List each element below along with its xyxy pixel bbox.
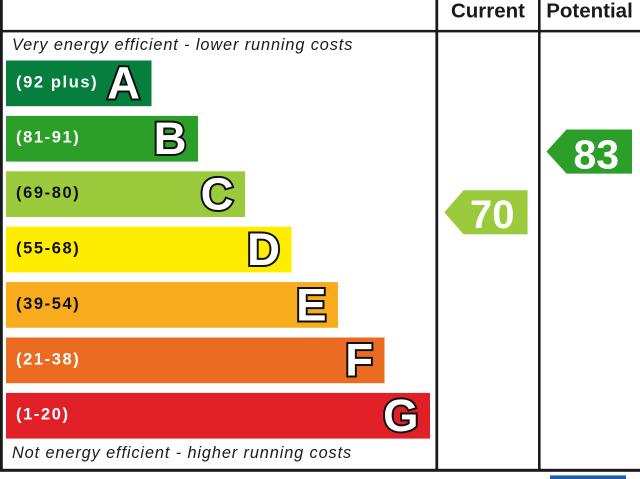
svg-text:A: A bbox=[107, 58, 140, 109]
svg-text:(39-54): (39-54) bbox=[16, 295, 80, 313]
svg-text:(21-38): (21-38) bbox=[16, 350, 80, 368]
svg-text:D: D bbox=[247, 224, 280, 275]
svg-text:(81-91): (81-91) bbox=[16, 129, 80, 147]
svg-text:Current: Current bbox=[451, 0, 525, 22]
svg-text:(1-20): (1-20) bbox=[16, 406, 70, 424]
svg-text:(69-80): (69-80) bbox=[16, 184, 80, 202]
svg-text:(55-68): (55-68) bbox=[16, 240, 80, 258]
svg-text:Very energy efficient - lower: Very energy efficient - lower running co… bbox=[12, 36, 353, 54]
svg-text:C: C bbox=[201, 169, 234, 220]
svg-text:Not energy efficient - higher: Not energy efficient - higher running co… bbox=[12, 444, 352, 462]
svg-text:G: G bbox=[383, 390, 418, 441]
svg-text:F: F bbox=[345, 335, 373, 386]
svg-text:E: E bbox=[296, 279, 326, 330]
svg-text:(92 plus): (92 plus) bbox=[16, 73, 98, 91]
svg-text:83: 83 bbox=[573, 131, 619, 177]
svg-text:70: 70 bbox=[470, 193, 515, 237]
svg-text:B: B bbox=[154, 113, 187, 164]
svg-text:Potential: Potential bbox=[546, 0, 633, 22]
